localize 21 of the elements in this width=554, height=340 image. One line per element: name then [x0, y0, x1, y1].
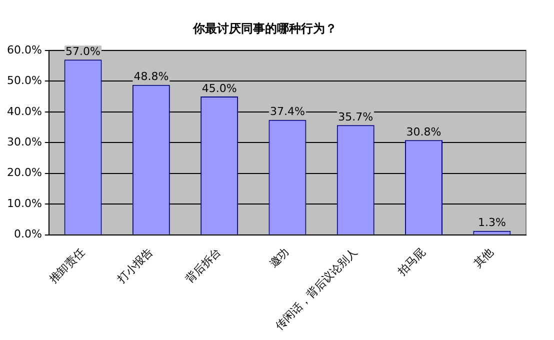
y-tick-label: 20.0%	[6, 166, 42, 180]
y-tick-label: 40.0%	[6, 104, 42, 118]
data-label: 37.4%	[270, 105, 305, 118]
data-label: 30.8%	[406, 126, 442, 139]
data-label: 45.0%	[202, 82, 237, 95]
y-tick-label: 30.0%	[6, 136, 42, 148]
y-tick-label: 0.0%	[14, 228, 42, 241]
x-tick-label: 拍马屁	[394, 246, 428, 279]
x-tick-label: 打小报告	[114, 246, 156, 287]
data-label: 48.8%	[134, 70, 169, 84]
chart-title: 你最讨厌同事的哪种行为？	[192, 21, 337, 36]
x-tick-label: 背后拆台	[183, 246, 224, 286]
x-tick-label: 推卸责任	[46, 246, 88, 286]
y-tick-label: 10.0%	[6, 196, 42, 210]
y-tick-label: 50.0%	[6, 74, 42, 88]
y-tick-label: 60.0%	[6, 43, 42, 56]
data-label: 1.3%	[478, 216, 506, 230]
x-tick-label: 邀功	[266, 246, 292, 270]
data-label: 35.7%	[338, 110, 374, 124]
x-tick-label: 其他	[471, 246, 496, 270]
data-label: 57.0%	[66, 44, 100, 58]
